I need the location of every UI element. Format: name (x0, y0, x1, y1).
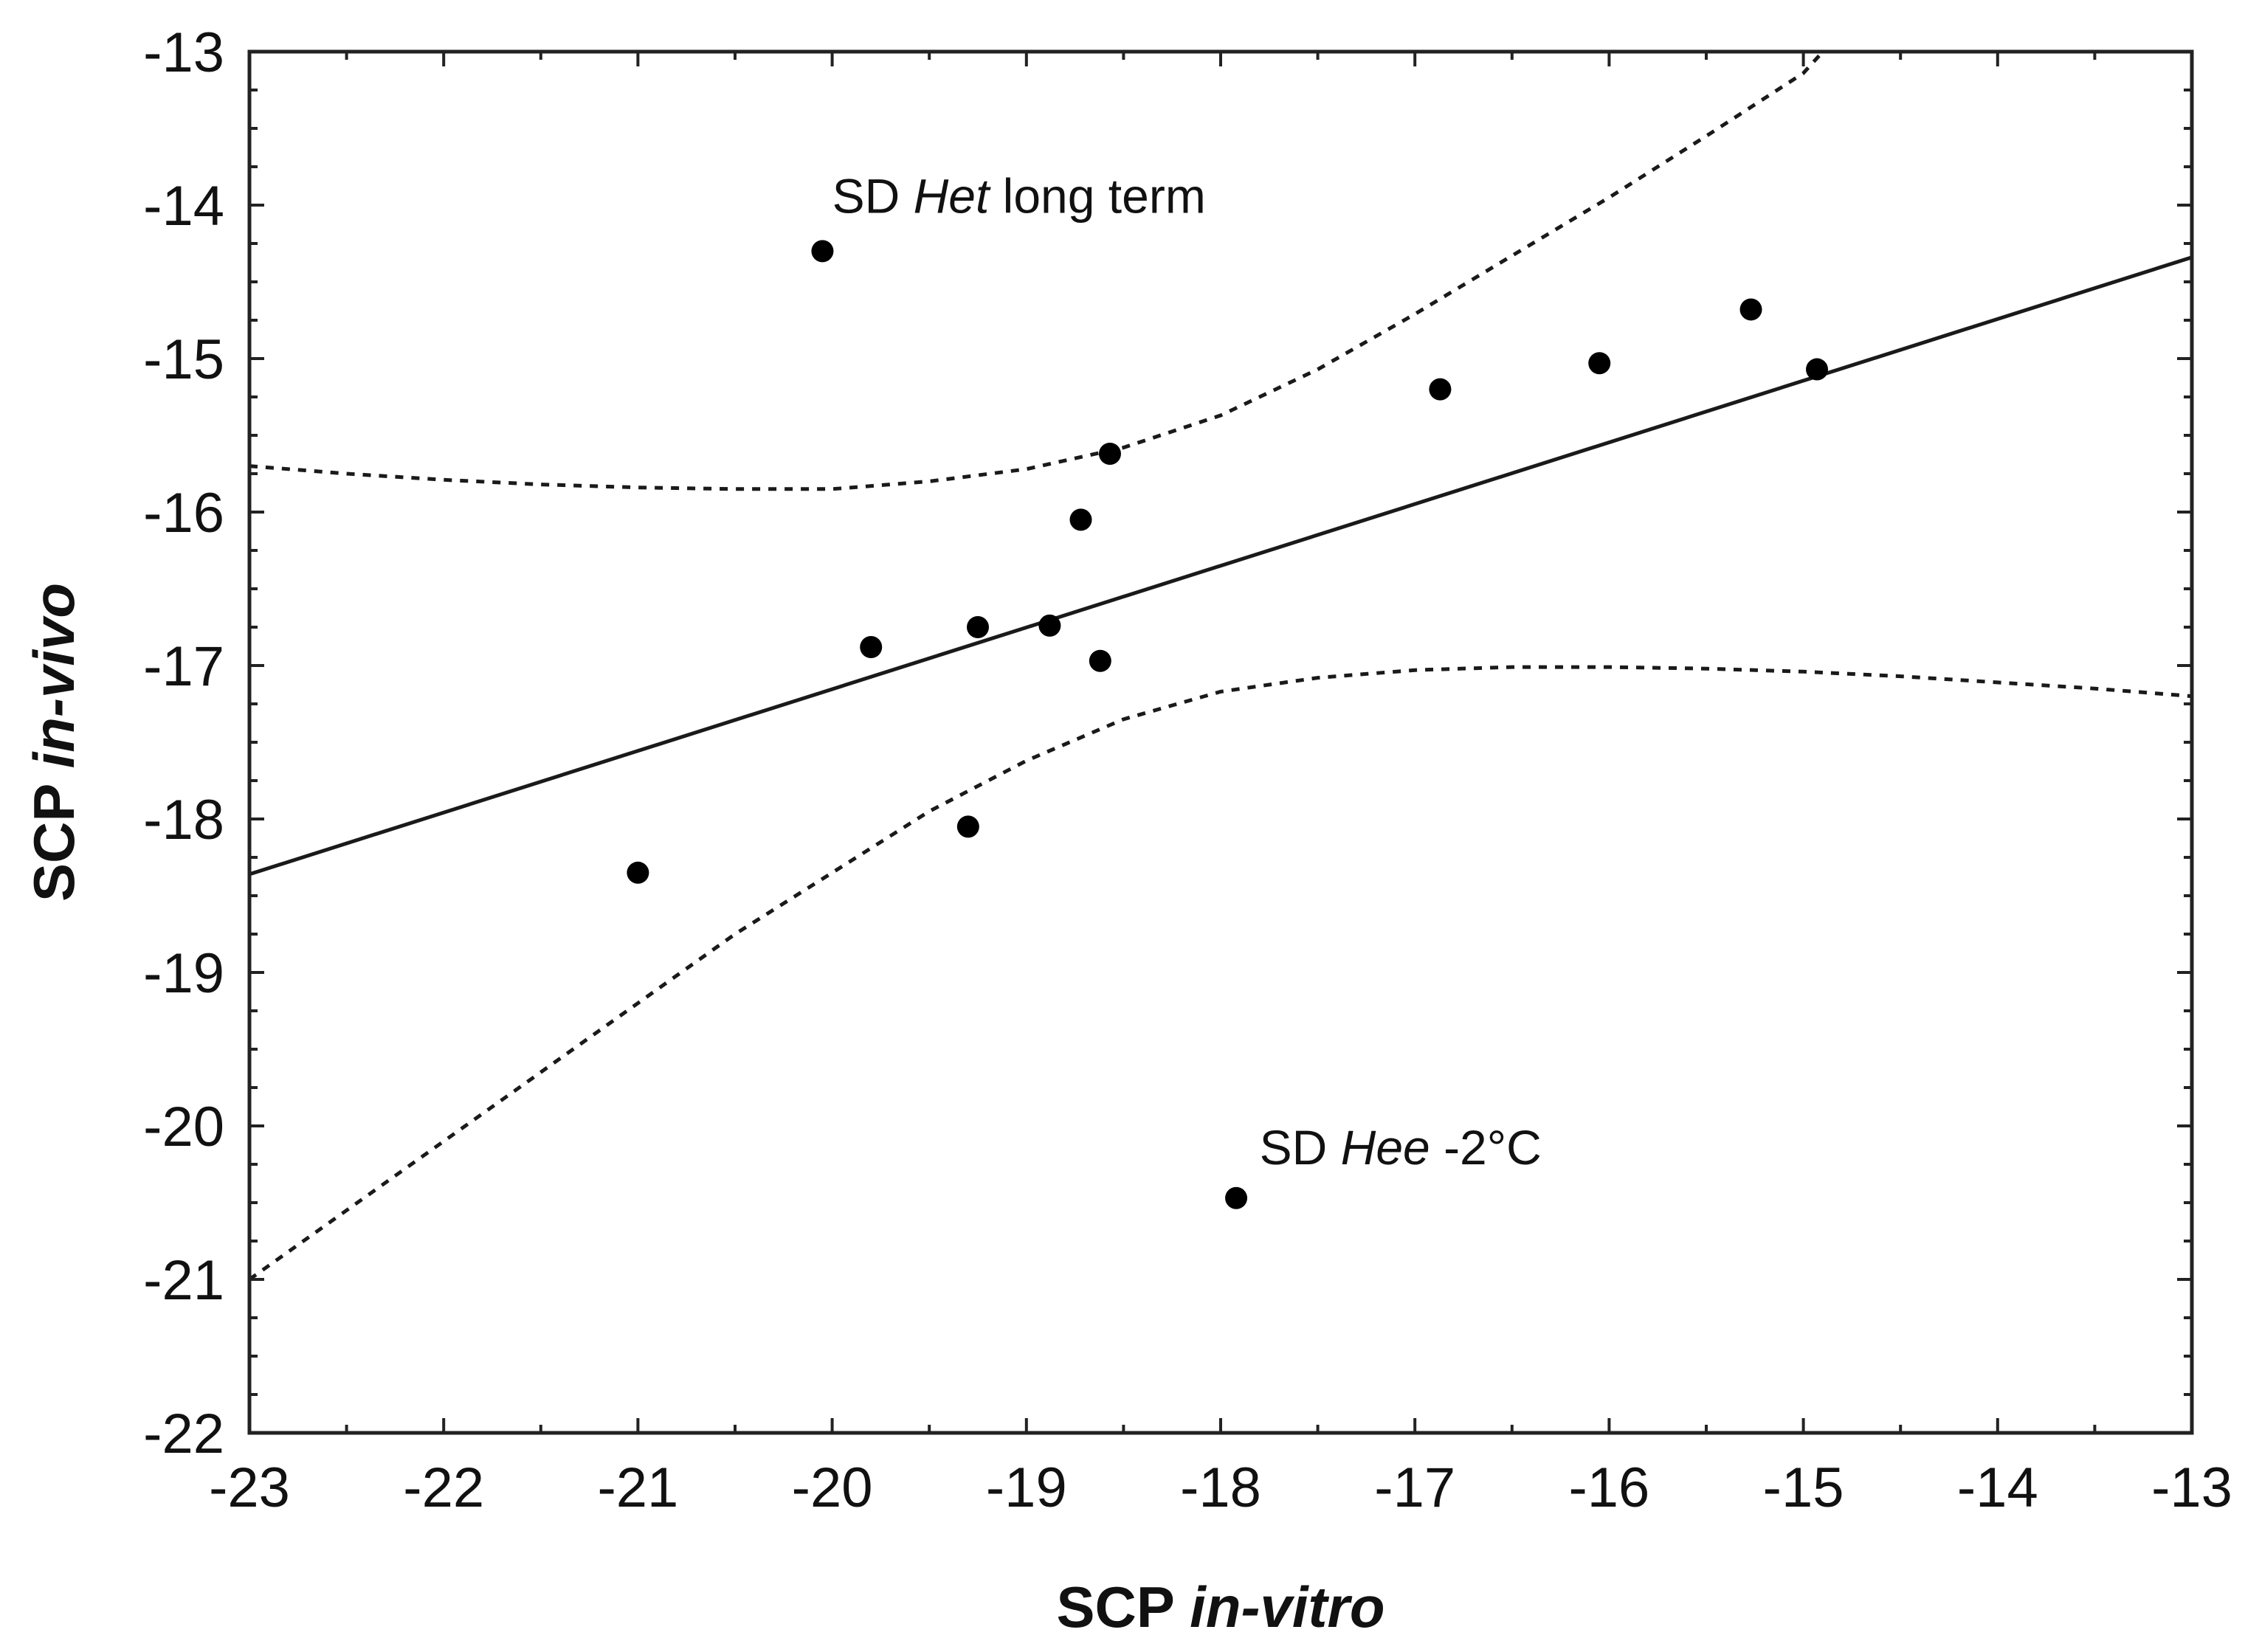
x-tick-label: -14 (1957, 1456, 2038, 1519)
y-tick-label: -16 (143, 482, 224, 545)
y-tick-label: -13 (143, 21, 224, 84)
regression-line (249, 255, 2192, 877)
data-point-6 (1069, 508, 1092, 531)
y-tick-labels: -22 -21 -20 -19 -18 -17 -16 -15 -14 -13 (143, 21, 224, 1465)
annotation-het-long-term: SD Het long term (832, 168, 1206, 223)
data-point-4 (967, 616, 989, 638)
data-point-9 (1225, 1186, 1248, 1209)
x-tick-label: -18 (1180, 1456, 1261, 1519)
x-tick-label: -21 (597, 1456, 678, 1519)
x-tick-label: -20 (792, 1456, 873, 1519)
y-tick-label: -22 (143, 1403, 224, 1465)
x-tick-label: -22 (403, 1456, 484, 1519)
y-tick-label: -19 (143, 942, 224, 1005)
x-tick-labels: -23 -22 -21 -20 -19 -18 -17 -16 -15 -14 -13 (209, 1456, 2232, 1519)
annotation-hee-minus-2c: SD Hee -2°C (1260, 1120, 1542, 1175)
data-point-7 (1089, 649, 1111, 672)
data-point-5 (1038, 614, 1061, 637)
data-point-3 (956, 815, 979, 838)
data-point-2 (860, 636, 883, 659)
y-tick-label: -18 (143, 789, 224, 851)
y-tick-label: -14 (143, 175, 224, 238)
confidence-band-upper (249, 52, 1824, 491)
x-tick-label: -15 (1763, 1456, 1844, 1519)
data-point-13 (1806, 358, 1829, 381)
data-point-10 (1429, 378, 1452, 401)
plot-frame (247, 49, 2194, 1435)
data-points (627, 240, 1829, 1209)
axis-ticks (249, 52, 2192, 1433)
x-axis-title: SCP in-vitro (1057, 1575, 1385, 1639)
y-tick-label: -21 (143, 1249, 224, 1312)
y-tick-label: -17 (143, 635, 224, 698)
data-point-1 (811, 240, 834, 263)
data-point-8 (1098, 442, 1121, 465)
data-point-11 (1588, 352, 1611, 375)
x-tick-label: -13 (2151, 1456, 2232, 1519)
y-tick-label: -15 (143, 328, 224, 391)
confidence-band-lower (249, 665, 2192, 1282)
y-axis-title: SCP in-vivo (21, 583, 86, 902)
x-tick-label: -17 (1374, 1456, 1455, 1519)
x-tick-label: -16 (1568, 1456, 1649, 1519)
x-tick-label: -19 (986, 1456, 1067, 1519)
data-point-12 (1739, 298, 1762, 321)
x-tick-label: -23 (209, 1456, 290, 1519)
y-tick-label: -20 (143, 1096, 224, 1158)
data-point-0 (627, 861, 649, 884)
